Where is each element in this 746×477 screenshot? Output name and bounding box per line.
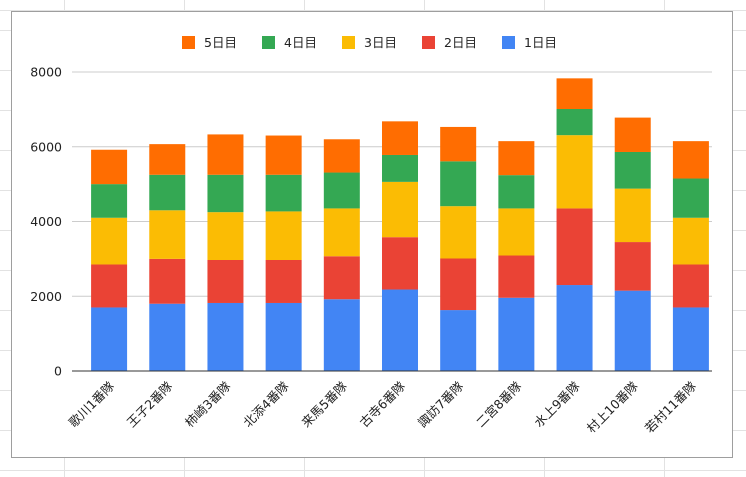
x-tick-label: 歌川1番隊 bbox=[66, 378, 118, 430]
bars bbox=[91, 78, 709, 371]
bar-segment bbox=[614, 151, 651, 189]
x-tick-label: 来馬5番隊 bbox=[298, 378, 350, 430]
bar-segment bbox=[91, 149, 128, 185]
x-tick-label: 二宮8番隊 bbox=[473, 378, 525, 430]
bar-segment bbox=[672, 141, 709, 179]
bar-segment bbox=[265, 302, 302, 371]
x-tick-label: 北添4番隊 bbox=[240, 378, 292, 430]
bar-segment bbox=[498, 255, 535, 298]
bar-segment bbox=[614, 290, 651, 371]
bar-segment bbox=[556, 208, 593, 286]
legend-label: 2日目 bbox=[444, 35, 477, 50]
y-axis: 0 2000 4000 6000 8000 bbox=[30, 65, 62, 379]
legend-item: 4日目 bbox=[262, 35, 317, 50]
bar-segment bbox=[207, 259, 244, 303]
bar-segment bbox=[149, 258, 186, 304]
bar-segment bbox=[382, 154, 418, 182]
legend-item: 3日目 bbox=[342, 35, 397, 50]
bar-segment bbox=[382, 121, 418, 155]
bar-segment bbox=[91, 264, 128, 308]
bar-segment bbox=[614, 188, 651, 243]
legend-label: 4日目 bbox=[284, 35, 317, 50]
y-tick-label: 6000 bbox=[30, 139, 62, 154]
bar-segment bbox=[91, 217, 128, 265]
bar-segment bbox=[265, 135, 302, 175]
legend: 5日目 4日目 3日目 2日目 1日目 bbox=[182, 35, 557, 50]
bar-segment bbox=[440, 258, 477, 311]
bar-segment bbox=[323, 172, 360, 209]
chart-card[interactable]: 0 2000 4000 6000 8000 歌川1番隊 王子2番隊 柿崎3番隊 北添4番隊 来馬… bbox=[11, 11, 733, 458]
x-tick-label: 若村11番隊 bbox=[642, 378, 700, 436]
x-tick-label: 王子2番隊 bbox=[124, 378, 176, 430]
bar-segment bbox=[323, 299, 360, 371]
bar-segment bbox=[265, 174, 302, 212]
x-tick-label: 水上9番隊 bbox=[531, 378, 583, 430]
bar-segment bbox=[207, 212, 244, 260]
bar-segment bbox=[323, 256, 360, 300]
bar-segment bbox=[556, 285, 593, 371]
bar-segment bbox=[207, 134, 244, 175]
bar-segment bbox=[265, 211, 302, 260]
bar-segment bbox=[207, 174, 244, 213]
bar-segment bbox=[440, 206, 477, 259]
x-tick-label: 村上10番隊 bbox=[584, 378, 642, 436]
bar-segment bbox=[382, 181, 418, 238]
bar-segment bbox=[614, 242, 651, 291]
bar-segment bbox=[440, 310, 477, 371]
legend-label: 1日目 bbox=[524, 35, 557, 50]
legend-label: 3日目 bbox=[364, 35, 397, 50]
bar-segment bbox=[149, 174, 186, 211]
legend-item: 2日目 bbox=[422, 35, 477, 50]
bar-segment bbox=[672, 178, 709, 218]
bar-segment bbox=[91, 307, 128, 371]
bar-segment bbox=[498, 208, 535, 256]
y-tick-label: 4000 bbox=[30, 214, 62, 229]
bar-segment bbox=[614, 117, 651, 152]
bar-segment bbox=[672, 307, 709, 371]
legend-swatch bbox=[182, 36, 195, 49]
x-tick-label: 諏訪7番隊 bbox=[415, 378, 467, 430]
x-tick-label: 柿崎3番隊 bbox=[182, 378, 234, 430]
y-tick-label: 0 bbox=[54, 364, 62, 379]
bar-segment bbox=[556, 109, 593, 136]
legend-item: 1日目 bbox=[502, 35, 557, 50]
bar-segment bbox=[440, 126, 477, 162]
legend-swatch bbox=[422, 36, 435, 49]
bar-segment bbox=[672, 264, 709, 308]
y-tick-label: 8000 bbox=[30, 65, 62, 80]
bar-segment bbox=[149, 303, 186, 371]
bar-segment bbox=[149, 210, 186, 259]
x-axis-labels: 歌川1番隊 王子2番隊 柿崎3番隊 北添4番隊 来馬5番隊 古寺6番隊 諏訪7番隊 二宮8番隊… bbox=[66, 378, 700, 436]
bar-segment bbox=[440, 161, 477, 207]
stacked-bar-chart: 0 2000 4000 6000 8000 歌川1番隊 王子2番隊 柿崎3番隊 北添4番隊 来馬… bbox=[30, 35, 712, 436]
bar-segment bbox=[265, 259, 302, 303]
bar-segment bbox=[498, 141, 535, 176]
bar-segment bbox=[323, 208, 360, 257]
legend-swatch bbox=[342, 36, 355, 49]
x-tick-label: 古寺6番隊 bbox=[357, 378, 409, 430]
legend-item: 5日目 bbox=[182, 35, 237, 50]
legend-label: 5日目 bbox=[204, 35, 237, 50]
y-tick-label: 2000 bbox=[30, 289, 62, 304]
bar-segment bbox=[207, 302, 244, 371]
bar-segment bbox=[556, 78, 593, 110]
bar-segment bbox=[382, 289, 418, 371]
legend-swatch bbox=[502, 36, 515, 49]
legend-swatch bbox=[262, 36, 275, 49]
bar-segment bbox=[382, 237, 418, 290]
bar-segment bbox=[498, 175, 535, 209]
bar-segment bbox=[149, 144, 186, 175]
bar-segment bbox=[323, 139, 360, 173]
bar-segment bbox=[672, 217, 709, 265]
bar-segment bbox=[91, 184, 128, 218]
bar-segment bbox=[556, 135, 593, 209]
bar-segment bbox=[498, 297, 535, 371]
